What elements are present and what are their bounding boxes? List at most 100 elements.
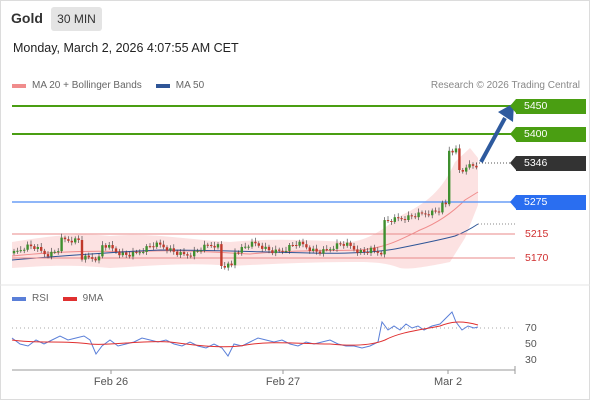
candle-body [352,245,356,250]
candle-body [417,212,420,218]
candle-body [349,242,352,246]
candle-body [128,254,131,257]
candle-body [267,246,271,251]
candle-body [458,148,461,170]
x-tick-label: Mar 2 [433,376,463,388]
candle-body [468,164,471,168]
rsi-tick-50: 50 [525,338,537,350]
candlestick-series [12,144,478,271]
candle-body [298,241,301,246]
candle-body [393,217,396,222]
candle-body [40,247,43,251]
candle-body [308,247,311,251]
tag-5400: 5400 [510,127,586,142]
candle-body [193,250,196,257]
candle-body [213,245,216,248]
candle-body [254,241,257,244]
candle-body [148,246,152,248]
candle-body [46,254,50,257]
candle-body [329,249,332,251]
legend-item-ma50: MA 50 [155,80,205,91]
tag-5275: 5275 [510,195,586,210]
candle-body [155,242,158,247]
candle-body [291,244,294,246]
candle-body [152,246,155,248]
candle-body [172,248,175,252]
candle-body [369,247,373,254]
candle-body [427,214,430,216]
candle-body [220,244,223,266]
candle-body [165,247,169,251]
candle-body [250,241,254,247]
candle-body [162,244,165,248]
candle-body [189,255,192,257]
candle-body [359,250,362,253]
candle-body [247,246,250,248]
candle-body [315,248,318,252]
candle-body [400,218,403,220]
candle-body [210,245,213,247]
legend-item-ma20: MA 20 + Bollinger Bands [12,80,142,91]
candle-body [63,237,67,240]
legend-label: MA 20 + Bollinger Bands [32,80,142,91]
candle-body [461,170,464,172]
candle-body [444,202,447,205]
candle-body [125,252,128,255]
projection-arrow [479,117,507,163]
label-5170: 5170 [525,252,549,264]
candle-body [451,150,454,153]
x-tick-label: Feb 26 [93,376,129,388]
candle-body [108,245,111,248]
candle-body [257,243,260,246]
candle-body [145,246,148,252]
candle-body [284,250,288,252]
credit-text: Research © 2026 Trading Central [430,80,580,91]
candle-body [111,245,114,249]
candle-body [135,251,138,253]
candle-body [26,244,29,250]
candle-body [131,251,135,257]
candle-body [342,244,345,246]
candle-body [441,202,444,213]
ma50-line [11,223,479,261]
timeframe-button[interactable]: 30 MIN [51,7,102,31]
candle-body [12,250,16,254]
candle-body [50,251,53,257]
candle-body [80,240,84,260]
candle-body [288,244,291,251]
candle-body [227,263,230,268]
legend-label: MA 50 [175,80,205,91]
candle-body [332,248,335,250]
legend-label: 9MA [82,293,104,304]
rsi-tick-30: 30 [525,354,537,366]
candle-body [244,246,247,248]
candle-body [36,247,39,249]
legend-label: RSI [32,293,49,304]
candle-body [77,238,80,240]
candle-body [199,250,203,252]
candle-body [271,250,274,254]
candle-body [397,217,400,219]
candle-body [274,249,277,254]
candle-body [475,165,478,168]
candle-body [94,258,97,261]
candle-body [118,251,121,256]
candle-body [281,250,284,252]
candle-body [23,249,26,251]
candle-body [84,255,87,260]
candle-body [420,212,424,214]
candle-body [465,167,468,172]
candle-body [380,252,383,255]
candle-body [301,241,305,245]
candle-body [386,220,390,222]
candle-body [104,245,107,248]
candle-body [410,215,413,217]
candle-body [97,256,101,261]
legend-item-9ma: 9MA [62,293,104,304]
candle-body [206,244,209,246]
candle-body [325,249,328,251]
candle-body [346,242,349,246]
candle-body [176,251,179,255]
candle-body [335,243,339,249]
